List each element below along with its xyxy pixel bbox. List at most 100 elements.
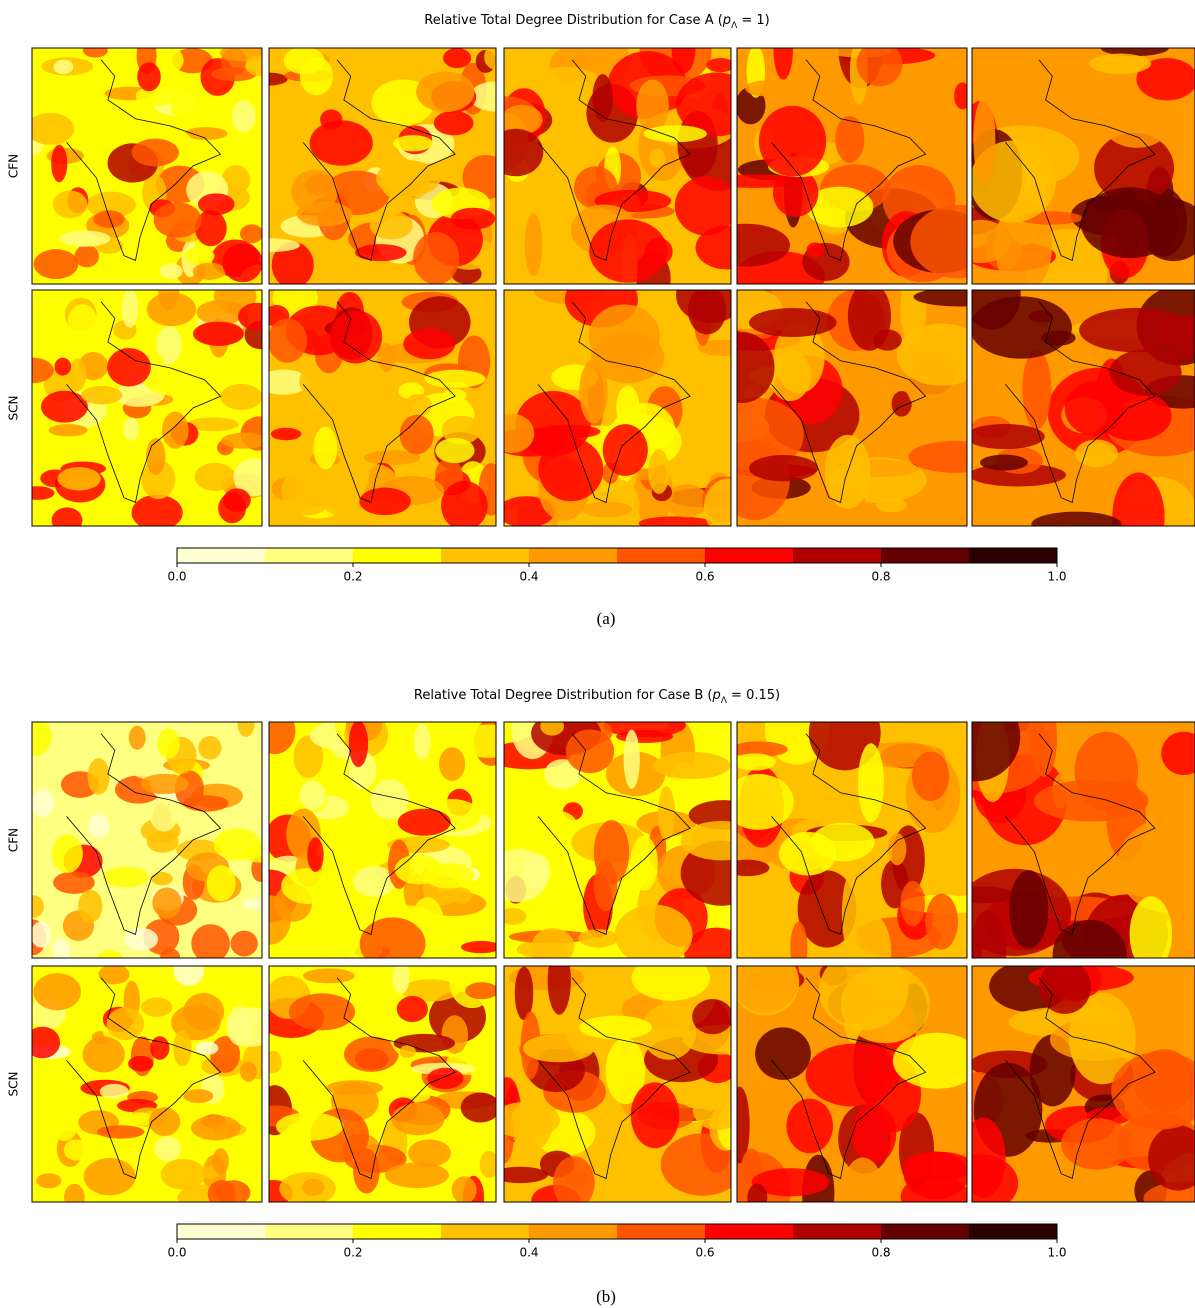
map-blob <box>51 145 67 183</box>
title-part: p <box>711 688 720 703</box>
map-blob <box>160 263 183 279</box>
map-blob <box>965 424 1045 449</box>
colorbar-segment <box>265 1224 353 1239</box>
map-blob <box>553 1156 595 1208</box>
map-blob <box>385 1163 449 1189</box>
map-blob <box>973 97 995 184</box>
map-panel <box>239 44 519 288</box>
map-panel <box>471 20 757 305</box>
map-blob <box>151 872 172 885</box>
map-blob <box>53 60 73 74</box>
map-blob <box>397 996 428 1022</box>
map-blob <box>237 709 254 737</box>
map-blob <box>107 1007 145 1040</box>
figure-title: Relative Total Degree Distribution for C… <box>424 13 769 31</box>
title-part: = 1) <box>737 13 770 28</box>
map-blob <box>198 193 235 215</box>
map-blob <box>26 113 74 145</box>
colorbar-tick-label: 0.8 <box>871 1246 890 1260</box>
colorbar-segment <box>705 548 793 563</box>
map-blob <box>435 438 474 463</box>
map-blob <box>59 230 110 246</box>
map-panel <box>701 9 1007 302</box>
map-panel <box>257 280 503 543</box>
map-blob <box>150 1036 169 1059</box>
map-blob <box>281 868 334 904</box>
colorbar-segment <box>617 548 705 563</box>
colorbar-tick-label: 0.0 <box>167 1246 186 1260</box>
map-blob <box>451 208 495 230</box>
map-blob <box>299 781 325 810</box>
map-blob <box>688 286 726 334</box>
map-blob <box>649 149 665 168</box>
map-blob <box>1130 896 1173 971</box>
map-blob <box>98 950 121 965</box>
colorbar-tick-label: 1.0 <box>1047 1246 1066 1260</box>
map-blob <box>732 949 800 1016</box>
colorbar-segment <box>705 1224 793 1239</box>
colorbar-segment <box>881 548 969 563</box>
map-panel <box>240 699 517 970</box>
map-panel <box>24 37 282 301</box>
map-blob <box>434 111 474 136</box>
map-blob <box>64 1184 85 1211</box>
map-blob <box>16 717 51 755</box>
map-blob <box>31 921 52 947</box>
map-blob <box>69 358 87 391</box>
map-blob <box>207 865 236 901</box>
map-panel <box>473 947 763 1217</box>
map-blob <box>615 905 693 965</box>
map-blob <box>21 486 55 500</box>
colorbar-segment <box>441 548 529 563</box>
map-blob <box>661 1133 745 1195</box>
map-blob <box>540 717 564 736</box>
row-label: SCN <box>7 1072 21 1097</box>
map-blob <box>303 968 355 983</box>
colorbar-tick-label: 0.0 <box>167 570 186 584</box>
map-blob <box>441 481 488 531</box>
map-blob <box>183 795 228 811</box>
map-panel <box>963 260 1195 561</box>
colorbar-segment <box>529 548 617 563</box>
map-blob <box>381 165 430 201</box>
map-blob <box>961 1118 1006 1198</box>
map-blob <box>733 753 775 770</box>
map-blob <box>276 1112 344 1140</box>
map-panel <box>16 709 278 965</box>
map-panel <box>253 959 516 1218</box>
map-blob <box>398 809 451 836</box>
map-blob <box>123 418 139 441</box>
map-blob <box>183 993 224 1030</box>
map-blob <box>132 139 179 167</box>
map-blob <box>566 729 614 773</box>
colorbar-tick-label: 0.6 <box>695 1246 714 1260</box>
map-panel <box>487 700 762 978</box>
map-blob <box>52 507 83 533</box>
map-blob <box>395 854 443 884</box>
map-blob <box>208 1180 236 1208</box>
map-blob <box>523 1034 595 1062</box>
map-blob <box>25 1027 60 1059</box>
map-blob <box>191 924 230 963</box>
map-blob <box>1110 349 1182 396</box>
map-blob <box>1034 780 1149 821</box>
map-blob <box>773 19 792 79</box>
map-blob <box>531 928 574 965</box>
map-blob <box>954 82 971 109</box>
map-blob <box>443 48 471 68</box>
map-blob <box>616 730 673 743</box>
map-blob <box>54 358 71 376</box>
map-blob <box>173 955 204 986</box>
title-part: p <box>722 13 731 28</box>
colorbar-segment <box>969 1224 1057 1239</box>
colorbar-segment <box>969 548 1057 563</box>
map-blob <box>579 359 607 423</box>
map-blob <box>589 219 667 282</box>
map-blob <box>291 170 337 214</box>
map-blob <box>693 1088 743 1131</box>
map-blob <box>271 428 302 440</box>
map-blob <box>195 1041 218 1055</box>
map-blob <box>193 263 226 280</box>
map-blob <box>1009 870 1048 949</box>
map-blob <box>240 224 263 243</box>
